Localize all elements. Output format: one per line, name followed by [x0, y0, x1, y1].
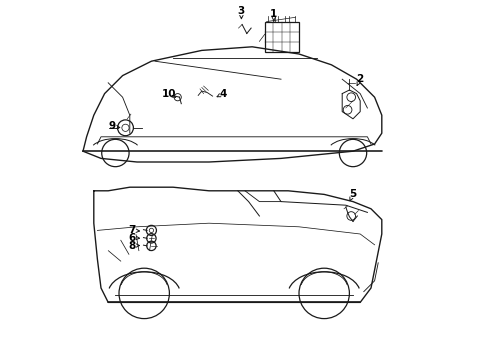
Text: 5: 5	[349, 189, 357, 199]
Text: 7: 7	[128, 225, 135, 235]
Text: 2: 2	[357, 74, 364, 84]
Text: 3: 3	[238, 6, 245, 16]
Bar	[265, 22, 299, 52]
Text: 6: 6	[128, 233, 135, 243]
Text: 10: 10	[162, 89, 177, 99]
Text: 9: 9	[108, 121, 115, 131]
Text: 8: 8	[128, 240, 135, 251]
Text: 1: 1	[270, 9, 277, 19]
Text: 4: 4	[220, 89, 227, 99]
